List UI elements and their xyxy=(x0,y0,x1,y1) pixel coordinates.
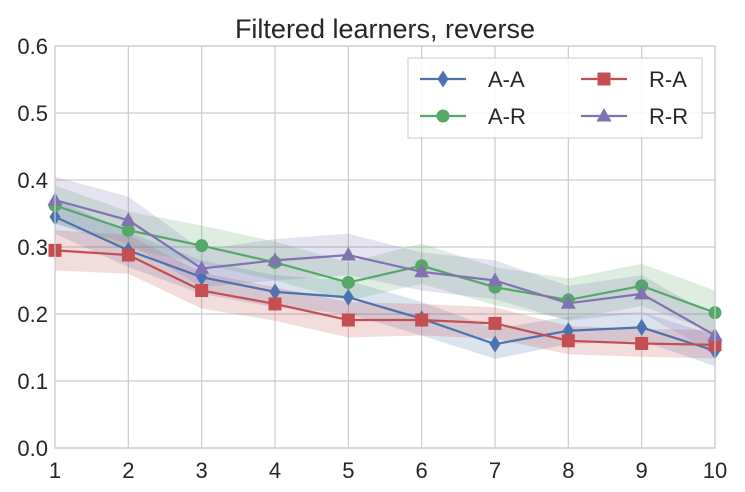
legend-marker-a-r xyxy=(436,109,450,123)
point-r-r xyxy=(487,272,503,286)
legend-label-a-a: A-A xyxy=(488,67,525,92)
point-r-r xyxy=(267,252,283,266)
chart-title: Filtered learners, reverse xyxy=(235,14,535,44)
point-a-a xyxy=(269,283,281,301)
series-line-a-r xyxy=(55,204,715,314)
point-a-r xyxy=(341,276,355,290)
series-markers xyxy=(47,192,723,360)
point-a-r xyxy=(121,223,135,237)
x-tick-label: 6 xyxy=(416,458,428,483)
x-tick-label: 10 xyxy=(703,458,727,483)
confidence-bands xyxy=(55,176,715,367)
x-tick-label: 7 xyxy=(489,458,501,483)
point-r-r xyxy=(120,212,136,226)
band-a-a xyxy=(55,198,715,367)
series-line-r-a xyxy=(55,249,715,346)
point-a-a xyxy=(489,335,501,353)
legend-marker-r-a xyxy=(597,72,611,86)
point-a-a xyxy=(636,318,648,336)
x-tick-label: 8 xyxy=(562,458,574,483)
point-r-a xyxy=(268,297,282,311)
point-r-r xyxy=(560,295,576,309)
point-a-r xyxy=(635,279,649,293)
legend-label-r-a: R-A xyxy=(649,67,687,92)
point-r-a xyxy=(561,334,575,348)
point-r-a xyxy=(635,336,649,350)
y-tick-label: 0.6 xyxy=(17,34,48,59)
y-tick-label: 0.0 xyxy=(17,436,48,461)
x-tick-label: 4 xyxy=(269,458,281,483)
point-r-r xyxy=(634,285,650,300)
point-r-a xyxy=(121,248,135,262)
plot-frame xyxy=(54,45,716,449)
y-tick-label: 0.5 xyxy=(17,101,48,126)
x-tick-label: 5 xyxy=(342,458,354,483)
y-tick-label: 0.1 xyxy=(17,369,48,394)
x-tick-label: 1 xyxy=(49,458,61,483)
legend: A-A A-R R-A R-R xyxy=(407,57,703,139)
y-tick-label: 0.4 xyxy=(17,168,48,193)
point-a-a xyxy=(342,288,354,306)
legend-label-r-r: R-R xyxy=(649,104,688,129)
band-r-a xyxy=(55,230,715,359)
point-r-a xyxy=(488,316,502,330)
y-tick-label: 0.3 xyxy=(17,235,48,260)
point-r-a xyxy=(341,313,355,327)
x-tick-label: 3 xyxy=(196,458,208,483)
y-tick-label: 0.2 xyxy=(17,302,48,327)
x-tick-label: 2 xyxy=(122,458,134,483)
x-tick-label: 9 xyxy=(636,458,648,483)
point-r-r xyxy=(340,247,356,261)
band-r-r xyxy=(55,176,715,355)
point-a-r xyxy=(195,239,209,253)
legend-label-a-r: A-R xyxy=(488,104,526,129)
legend-marker-r-r xyxy=(596,108,612,122)
series-lines xyxy=(55,199,715,352)
point-r-r xyxy=(194,260,210,274)
series-line-r-r xyxy=(55,199,715,337)
legend-marker-a-a xyxy=(437,70,449,88)
tick-labels: 1 2 3 4 5 6 7 8 9 10 0.0 0.1 0.2 0.3 0.4 0.5 0.6 xyxy=(17,34,727,483)
legend-box xyxy=(407,57,703,139)
point-r-a xyxy=(415,313,429,327)
point-r-r xyxy=(414,263,430,278)
series-line-a-a xyxy=(55,215,715,352)
point-r-a xyxy=(195,284,209,298)
